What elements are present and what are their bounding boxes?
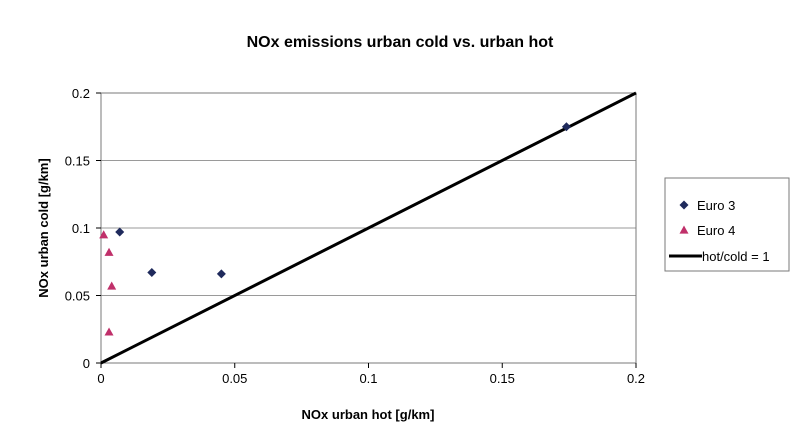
- data-point-euro-3: [561, 122, 571, 132]
- x-tick-label: 0.05: [222, 371, 247, 386]
- data-point-euro-3: [216, 269, 226, 279]
- legend-euro-4-label: Euro 4: [697, 223, 735, 238]
- x-axis-label: NOx urban hot [g/km]: [302, 407, 435, 422]
- y-axis-label: NOx urban cold [g/km]: [36, 158, 51, 297]
- y-tick-label: 0.1: [72, 221, 90, 236]
- marks: [99, 91, 637, 365]
- y-tick-label: 0.05: [65, 289, 90, 304]
- x-tick-label: 0.15: [490, 371, 515, 386]
- y-tick-label: 0.15: [65, 154, 90, 169]
- ticks: 0 0.05 0.1 0.15 0.2 0 0.05 0.1 0.15 0.2: [65, 86, 645, 386]
- legend-euro-4-swatch: [679, 225, 689, 234]
- legend-euro-3-label: Euro 3: [697, 198, 735, 213]
- x-tick-label: 0: [97, 371, 104, 386]
- data-point-euro-4: [107, 281, 117, 290]
- y-tick-label: 0.2: [72, 86, 90, 101]
- data-point-euro-4: [99, 230, 109, 239]
- x-tick-label: 0.2: [627, 371, 645, 386]
- legend-hot-cold-1-label: hot/cold = 1: [702, 249, 770, 264]
- chart-title: NOx emissions urban cold vs. urban hot: [247, 34, 554, 51]
- x-tick-label: 0.1: [359, 371, 377, 386]
- series-line-hot-cold-ratio: [100, 91, 637, 365]
- data-point-euro-3: [115, 227, 125, 237]
- legend-euro-3-swatch: [679, 200, 689, 210]
- data-point-euro-3: [147, 268, 157, 278]
- data-point-euro-4: [104, 327, 114, 336]
- data-point-euro-4: [104, 247, 114, 256]
- y-tick-label: 0: [83, 356, 90, 371]
- legend: Euro 3 Euro 4 hot/cold = 1: [664, 177, 790, 272]
